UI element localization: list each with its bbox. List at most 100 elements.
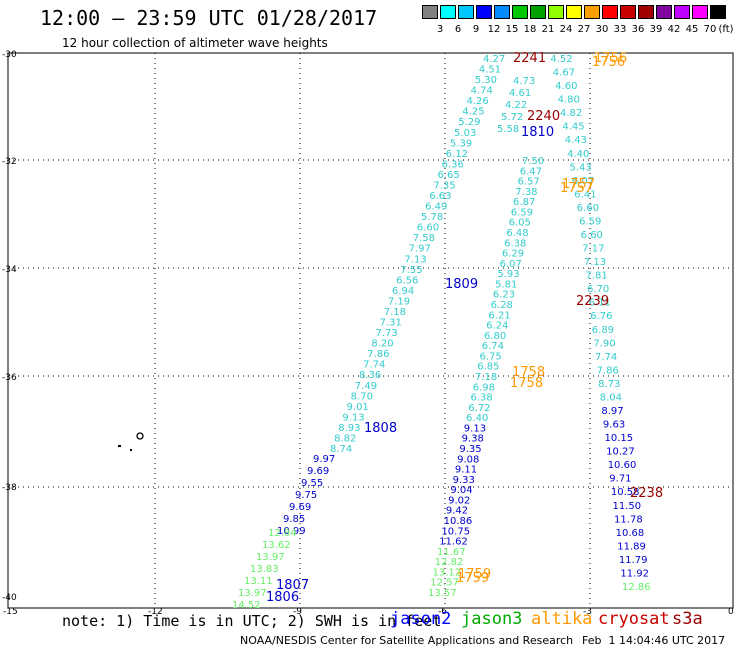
wave-height-label: 5.81 — [495, 279, 517, 290]
wave-height-label: 6.23 — [493, 290, 515, 301]
wave-height-label: 6.59 — [579, 216, 601, 227]
satellite-name: cryosat — [598, 609, 670, 629]
scale-swatch — [656, 5, 672, 19]
wave-height-label: 10.60 — [608, 460, 637, 471]
wave-height-label: 6.36 — [442, 159, 464, 170]
wave-height-label: 4.73 — [513, 76, 535, 87]
wave-height-label: 7.55 — [400, 265, 422, 276]
wave-height-label: 10.15 — [605, 433, 634, 444]
wave-height-label: 6.48 — [506, 228, 528, 239]
wave-height-label: 9.01 — [347, 402, 369, 413]
lon-label: -6 — [438, 607, 447, 617]
scale-swatch — [458, 5, 474, 19]
satellite-name: s3a — [672, 609, 703, 629]
wave-height-label: 8.82 — [334, 433, 356, 444]
lat-label: -40 — [2, 593, 17, 603]
wave-height-label: 6.98 — [473, 382, 495, 393]
wave-height-label: 6.60 — [577, 203, 599, 214]
wave-height-label: 9.55 — [301, 478, 323, 489]
wave-height-label: 8.74 — [330, 444, 352, 455]
time-label: 2240 — [527, 109, 560, 124]
scale-label: 70 — [703, 24, 717, 35]
wave-height-label: 10.58 — [611, 487, 640, 498]
wave-height-label: 5.43 — [570, 162, 592, 173]
time-label: 1757 — [560, 181, 593, 196]
wave-height-label: 6.59 — [511, 207, 533, 218]
time-label: 2238 — [630, 486, 663, 501]
scale-label: 27 — [577, 24, 591, 35]
wave-height-label: 9.69 — [289, 502, 311, 513]
wave-height-label: 4.45 — [562, 122, 584, 133]
wave-height-label: 9.85 — [283, 514, 305, 525]
wave-height-label: 12.57 — [430, 578, 459, 589]
wave-height-label: 7.50 — [522, 156, 544, 167]
satellite-name: jason2 — [390, 609, 452, 629]
scale-label: 9 — [472, 24, 480, 35]
wave-height-label: 13.97 — [256, 552, 285, 563]
time-label: 1808 — [364, 421, 397, 436]
wave-height-label: 11.67 — [437, 547, 466, 558]
wave-height-label: 6.11 — [589, 298, 611, 309]
track-labels: 4.274.515.304.744.264.255.295.035.396.12… — [232, 51, 663, 611]
wave-height-label: 7.13 — [584, 257, 606, 268]
wave-height-label: 6.29 — [502, 249, 524, 260]
scale-swatch — [710, 5, 726, 19]
wave-height-label: 5.72 — [501, 112, 523, 123]
lat-label: -30 — [2, 50, 17, 60]
wave-height-label: 9.63 — [603, 420, 625, 431]
time-label: 1758 — [512, 365, 545, 380]
wave-height-label: 5.03 — [454, 128, 476, 139]
wave-height-label: 4.40 — [567, 149, 589, 160]
scale-label: 30 — [595, 24, 609, 35]
scale-swatch — [692, 5, 708, 19]
wave-height-label: 7.74 — [363, 360, 385, 371]
wave-height-label: 7.49 — [355, 381, 377, 392]
wave-height-label: 8.36 — [359, 370, 381, 381]
map-title: 12:00 – 23:59 UTC 01/28/2017 — [40, 6, 378, 30]
scale-swatch — [494, 5, 510, 19]
scale-swatch — [476, 5, 492, 19]
wave-height-label: 10.75 — [441, 526, 470, 537]
wave-height-label: 13.62 — [262, 540, 291, 551]
wave-height-label: 8.70 — [351, 391, 373, 402]
wave-height-label: 7.74 — [595, 352, 617, 363]
wave-height-label: 9.13 — [464, 423, 486, 434]
wave-height-label: 5.29 — [458, 117, 480, 128]
wave-height-label: 13.12 — [432, 567, 461, 578]
scale-label: 39 — [649, 24, 663, 35]
wave-height-label: 9.08 — [457, 454, 479, 465]
wave-height-label: 7.81 — [585, 271, 607, 282]
scale-label: 21 — [541, 24, 555, 35]
scale-swatch — [530, 5, 546, 19]
lat-label: -36 — [2, 373, 17, 383]
scale-label: 6 — [454, 24, 462, 35]
scale-label: 36 — [631, 24, 645, 35]
wave-height-label: 6.05 — [509, 218, 531, 229]
wave-height-label: 6.85 — [477, 362, 499, 373]
wave-height-label: 6.89 — [592, 325, 614, 336]
wave-height-label: 6.94 — [392, 286, 414, 297]
satellite-name: jason3 — [461, 609, 523, 629]
wave-height-label: 5.78 — [421, 212, 443, 223]
wave-height-label: 4.67 — [553, 68, 575, 79]
wave-height-label: 10.27 — [606, 447, 635, 458]
time-label: 1757 — [562, 177, 595, 192]
wave-height-label: 9.75 — [295, 490, 317, 501]
wave-height-label: 6.87 — [513, 197, 535, 208]
wave-height-label: 4.61 — [509, 88, 531, 99]
time-label: 1758 — [510, 376, 543, 391]
wave-height-label: 6.38 — [504, 238, 526, 249]
wave-height-label: 11.78 — [614, 514, 643, 525]
wave-height-label: 7.35 — [433, 180, 455, 191]
wave-height-label: 6.38 — [471, 393, 493, 404]
wave-height-label: 4.27 — [483, 54, 505, 65]
wave-height-label: 6.76 — [590, 311, 612, 322]
footer-note: note: 1) Time is in UTC; 2) SWH is in fe… — [62, 612, 442, 630]
scale-swatch — [638, 5, 654, 19]
wave-height-label: 5.58 — [497, 124, 519, 135]
wave-height-label: 13.57 — [428, 588, 457, 599]
wave-height-label: 9.69 — [307, 466, 329, 477]
wave-height-label: 5.39 — [450, 138, 472, 149]
wave-height-label: 6.07 — [500, 259, 522, 270]
scale-swatch — [422, 5, 438, 19]
